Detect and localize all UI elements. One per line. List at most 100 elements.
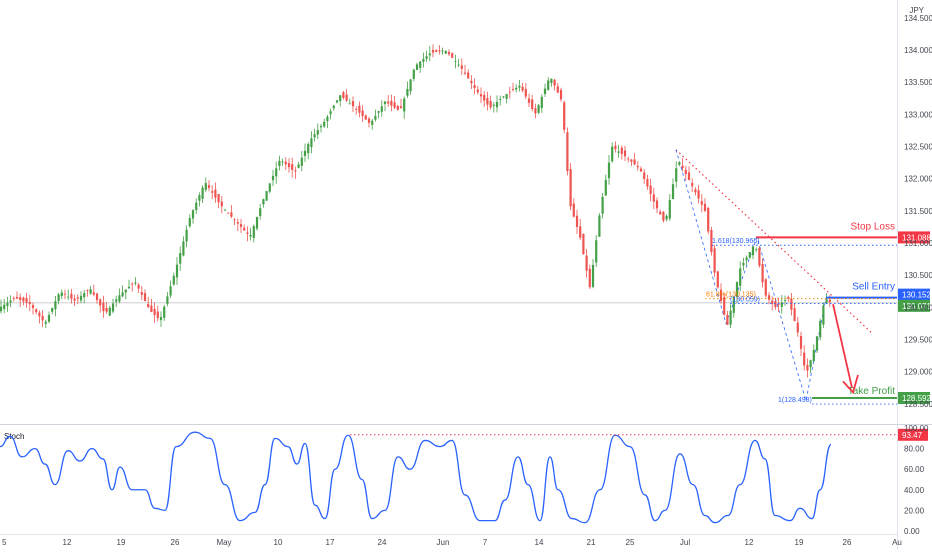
- candle-body: [441, 50, 444, 52]
- candle-body: [143, 293, 147, 301]
- candle-body: [76, 297, 79, 299]
- candle-body: [374, 115, 377, 120]
- candle-body: [0, 306, 3, 312]
- stoch-indicator-label: Stoch: [4, 432, 24, 441]
- candle-body: [662, 211, 665, 221]
- candle-body: [310, 138, 313, 148]
- candle-body: [60, 292, 63, 296]
- candle-body: [278, 160, 281, 167]
- candle-body: [438, 50, 441, 52]
- level-label: Take Profit: [848, 386, 895, 397]
- candle-body: [425, 56, 428, 59]
- candle-body: [803, 352, 806, 366]
- candle-body: [492, 104, 495, 106]
- candle-body: [585, 255, 588, 271]
- stoch-tick-label: 20.00: [904, 506, 925, 515]
- candle-body: [483, 94, 486, 101]
- candle-body: [137, 284, 140, 289]
- candle-body: [156, 311, 159, 319]
- candle-body: [364, 115, 367, 120]
- candle-body: [540, 96, 543, 109]
- candle-body: [134, 282, 137, 284]
- candle-body: [15, 296, 19, 299]
- candle-body: [652, 194, 655, 202]
- candle-body: [815, 336, 819, 351]
- candle-body: [44, 321, 47, 324]
- candle-body: [771, 300, 774, 304]
- candle-body: [454, 61, 457, 62]
- date-tick-label: 25: [626, 538, 635, 547]
- candle-body: [787, 296, 790, 299]
- candle-body: [729, 310, 732, 325]
- candle-body: [217, 194, 220, 203]
- price-tick-label: 129.000: [904, 368, 932, 377]
- candle-body: [508, 91, 511, 93]
- candle-body: [598, 215, 601, 237]
- candle-body: [6, 302, 9, 307]
- candle-body: [431, 49, 435, 53]
- level-label: Sell Entry: [852, 282, 895, 293]
- candle-body: [607, 162, 611, 179]
- candle-body: [543, 88, 547, 94]
- candle-body: [694, 189, 697, 193]
- candle-body: [399, 106, 403, 109]
- candle-body: [777, 303, 780, 305]
- candle-body: [111, 303, 115, 312]
- candle-body: [591, 264, 595, 287]
- candle-body: [127, 286, 131, 289]
- stoch-tick-label: 0.00: [904, 527, 920, 536]
- candle-body: [457, 64, 460, 66]
- currency-label: JPY: [909, 6, 924, 15]
- candle-body: [207, 185, 211, 188]
- candle-body: [566, 132, 569, 171]
- candle-body: [476, 89, 479, 93]
- candle-body: [726, 314, 729, 325]
- candle-body: [713, 248, 716, 273]
- candle-body: [348, 103, 351, 105]
- candle-body: [182, 241, 185, 256]
- candle-body: [796, 322, 799, 333]
- candle-body: [351, 101, 355, 107]
- candle-body: [630, 159, 633, 162]
- level-price-badge-text: 131.088: [902, 233, 931, 242]
- candle-body: [745, 257, 748, 261]
- candle-body: [659, 211, 662, 215]
- candle-body: [793, 308, 796, 322]
- candle-body: [569, 169, 572, 207]
- date-tick-label: 5: [2, 538, 7, 547]
- candle-body: [223, 209, 227, 211]
- candle-body: [246, 232, 249, 234]
- candle-body: [383, 101, 387, 104]
- candle-body: [387, 101, 390, 104]
- candle-body: [601, 196, 604, 214]
- candle-body: [316, 130, 319, 135]
- candle-body: [115, 299, 118, 302]
- candle-body: [271, 175, 275, 181]
- candle-body: [703, 203, 707, 211]
- candle-body: [220, 201, 223, 207]
- candle-body: [51, 308, 54, 312]
- candle-body: [755, 249, 758, 251]
- candle-body: [12, 298, 15, 299]
- date-tick-label: 12: [745, 538, 754, 547]
- candle-body: [732, 296, 735, 313]
- candle-body: [537, 105, 540, 113]
- candle-body: [230, 212, 233, 217]
- candle-body: [147, 303, 150, 308]
- candle-body: [124, 289, 127, 293]
- candle-body: [243, 227, 246, 231]
- candle-body: [89, 289, 92, 294]
- date-tick-label: 19: [795, 538, 804, 547]
- candle-body: [342, 92, 345, 98]
- candle-body: [47, 314, 51, 322]
- candle-body: [140, 292, 143, 295]
- candle-body: [422, 58, 425, 62]
- candle-body: [371, 120, 374, 125]
- candle-body: [502, 96, 505, 98]
- candle-body: [639, 168, 643, 172]
- fib-label: 1.618(130.966): [712, 238, 759, 245]
- candle-body: [627, 158, 630, 160]
